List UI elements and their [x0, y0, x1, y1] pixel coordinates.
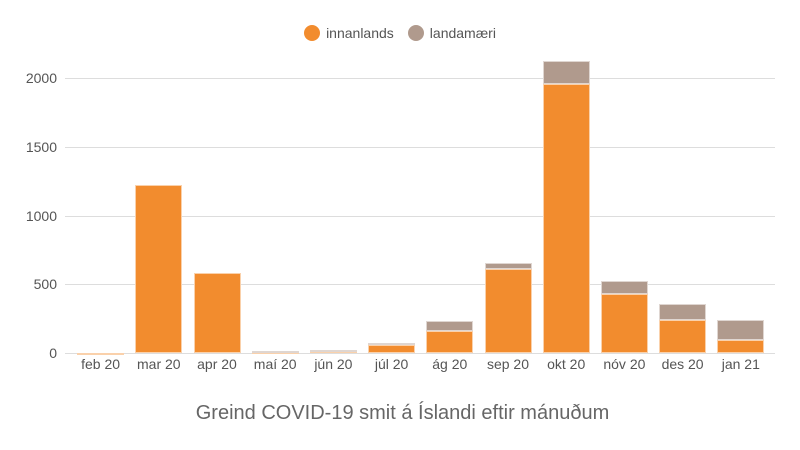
x-tick-label: apr 20	[197, 356, 237, 372]
bar-segment-landamæri[interactable]	[600, 280, 648, 294]
x-tick-label: júl 20	[374, 356, 409, 372]
x-tick-label: feb 20	[81, 356, 121, 372]
x-tick-label: des 20	[661, 356, 704, 372]
y-tick-label: 1000	[25, 207, 57, 224]
bar-segment-innanlands[interactable]	[659, 320, 707, 353]
x-tick-label: sep 20	[486, 356, 530, 372]
x-tick-label: ág 20	[432, 356, 468, 372]
bar-segment-innanlands[interactable]	[484, 268, 532, 353]
chart-title: Greind COVID-19 smit á Íslandi eftir mán…	[195, 402, 610, 424]
x-tick-label: nóv 20	[603, 356, 646, 372]
legend-dot-icon	[407, 25, 424, 41]
bar-segment-innanlands[interactable]	[77, 352, 125, 355]
gridline	[65, 78, 775, 79]
bar-segment-innanlands[interactable]	[193, 272, 241, 353]
legend-label: landamæri	[429, 25, 496, 41]
bar-segment-landamæri[interactable]	[659, 304, 707, 320]
y-tick-label: 1500	[25, 138, 57, 155]
bar-segment-landamæri[interactable]	[717, 320, 765, 340]
legend-item-innanlands[interactable]: innanlands	[304, 25, 394, 41]
gridline	[65, 215, 775, 217]
gridline	[65, 353, 775, 354]
gridline	[65, 284, 775, 286]
bar-segment-innanlands[interactable]	[717, 339, 765, 353]
bar-segment-landamæri[interactable]	[542, 60, 590, 85]
x-tick-label: jún 20	[314, 356, 353, 372]
bar-segment-landamæri[interactable]	[251, 351, 299, 354]
bar-segment-innanlands[interactable]	[135, 184, 183, 353]
bar-segment-innanlands[interactable]	[600, 294, 648, 353]
chart-legend: innanlands landamæri	[0, 25, 800, 41]
gridline	[65, 146, 775, 148]
y-tick-label: 500	[33, 276, 57, 293]
x-tick-label: maí 20	[253, 356, 297, 372]
legend-label: innanlands	[326, 25, 394, 41]
legend-dot-icon	[304, 25, 321, 41]
bar-segment-landamæri[interactable]	[309, 350, 357, 353]
y-tick-label: 0	[49, 345, 57, 361]
x-tick-label: okt 20	[547, 356, 586, 372]
bar-segment-landamæri[interactable]	[426, 320, 474, 331]
x-tick-label: jan 21	[721, 356, 760, 372]
y-tick-label: 2000	[25, 70, 57, 86]
bar-segment-innanlands[interactable]	[426, 331, 474, 353]
bar-segment-innanlands[interactable]	[368, 345, 416, 353]
legend-item-landamaeri[interactable]: landamæri	[407, 25, 496, 41]
bar-segment-landamæri[interactable]	[484, 262, 532, 269]
bar-segment-innanlands[interactable]	[542, 84, 590, 353]
x-tick-label: mar 20	[137, 356, 181, 372]
bar-segment-landamæri[interactable]	[368, 343, 416, 346]
